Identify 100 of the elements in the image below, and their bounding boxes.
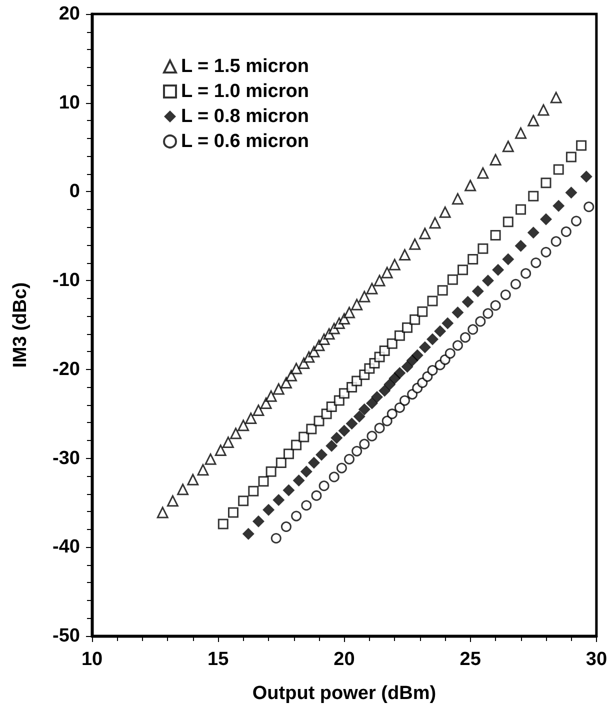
point bbox=[419, 228, 431, 240]
legend-label: L = 1.0 micron bbox=[181, 81, 309, 102]
point bbox=[434, 325, 446, 338]
legend-label: L = 1.5 micron bbox=[181, 56, 309, 77]
point bbox=[584, 202, 594, 212]
point bbox=[482, 274, 494, 287]
point bbox=[452, 340, 463, 351]
point bbox=[388, 258, 400, 270]
point bbox=[245, 412, 257, 424]
point bbox=[371, 390, 384, 403]
x-tick-label: 25 bbox=[460, 649, 482, 670]
point bbox=[262, 504, 275, 516]
point bbox=[394, 366, 406, 379]
point bbox=[478, 243, 488, 254]
point bbox=[280, 377, 292, 389]
point bbox=[330, 432, 343, 444]
point bbox=[214, 444, 226, 456]
point bbox=[401, 360, 414, 373]
point bbox=[230, 428, 242, 440]
point bbox=[344, 306, 356, 318]
point bbox=[156, 506, 168, 518]
point bbox=[384, 378, 396, 391]
point bbox=[218, 518, 228, 530]
point bbox=[490, 230, 501, 241]
point bbox=[374, 274, 386, 286]
point bbox=[468, 324, 478, 335]
point bbox=[301, 500, 312, 511]
point bbox=[514, 240, 527, 252]
point bbox=[187, 474, 199, 486]
point bbox=[378, 384, 391, 397]
point bbox=[490, 300, 501, 311]
point bbox=[270, 533, 282, 544]
point bbox=[177, 484, 189, 496]
point bbox=[358, 290, 370, 302]
point bbox=[576, 140, 587, 151]
point bbox=[402, 322, 413, 333]
point bbox=[366, 397, 378, 410]
point bbox=[290, 362, 302, 374]
point bbox=[394, 330, 405, 341]
point bbox=[460, 332, 471, 343]
point bbox=[560, 226, 572, 237]
point bbox=[540, 246, 552, 258]
point bbox=[352, 446, 362, 456]
point bbox=[374, 422, 385, 434]
point bbox=[550, 236, 562, 247]
point bbox=[472, 285, 484, 298]
point bbox=[540, 178, 552, 188]
point bbox=[510, 278, 521, 290]
point bbox=[527, 226, 540, 239]
point bbox=[528, 114, 540, 126]
point bbox=[490, 154, 502, 166]
point bbox=[326, 440, 338, 452]
point bbox=[409, 238, 421, 250]
point bbox=[386, 338, 398, 349]
point bbox=[316, 448, 328, 461]
point bbox=[565, 186, 578, 199]
point bbox=[475, 316, 486, 327]
point bbox=[386, 408, 398, 420]
y-tick-label: -40 bbox=[52, 536, 80, 558]
y-tick-label: -20 bbox=[52, 358, 80, 380]
y-axis-title: IM3 (dBc) bbox=[10, 282, 31, 368]
x-tick-label: 20 bbox=[334, 649, 355, 670]
point bbox=[346, 418, 358, 430]
point bbox=[439, 206, 451, 218]
y-tick-label: 0 bbox=[69, 181, 80, 202]
point bbox=[530, 258, 542, 268]
point bbox=[447, 274, 458, 285]
point bbox=[298, 432, 310, 442]
point bbox=[166, 495, 178, 507]
point bbox=[411, 349, 424, 362]
point bbox=[252, 515, 264, 528]
point bbox=[248, 486, 259, 496]
point bbox=[552, 200, 565, 212]
point bbox=[553, 164, 564, 175]
point bbox=[272, 494, 285, 506]
point bbox=[417, 306, 428, 317]
point bbox=[516, 204, 526, 215]
point bbox=[292, 474, 305, 486]
point bbox=[242, 528, 254, 540]
point bbox=[399, 249, 410, 261]
point bbox=[379, 346, 390, 356]
point bbox=[326, 402, 337, 412]
point bbox=[580, 170, 592, 183]
point bbox=[492, 264, 504, 276]
point bbox=[353, 410, 366, 423]
legend-label: L = 0.6 micron bbox=[181, 131, 309, 152]
x-tick-label: 15 bbox=[208, 649, 230, 670]
point bbox=[344, 454, 355, 464]
point bbox=[382, 416, 392, 426]
point bbox=[359, 438, 370, 450]
point bbox=[252, 404, 264, 416]
point bbox=[314, 416, 324, 426]
x-tick-label: 30 bbox=[586, 649, 608, 670]
point bbox=[500, 290, 511, 300]
point bbox=[550, 92, 562, 104]
point bbox=[291, 440, 302, 450]
point bbox=[538, 104, 550, 116]
point bbox=[222, 436, 234, 448]
point bbox=[318, 480, 330, 492]
point bbox=[338, 424, 350, 437]
